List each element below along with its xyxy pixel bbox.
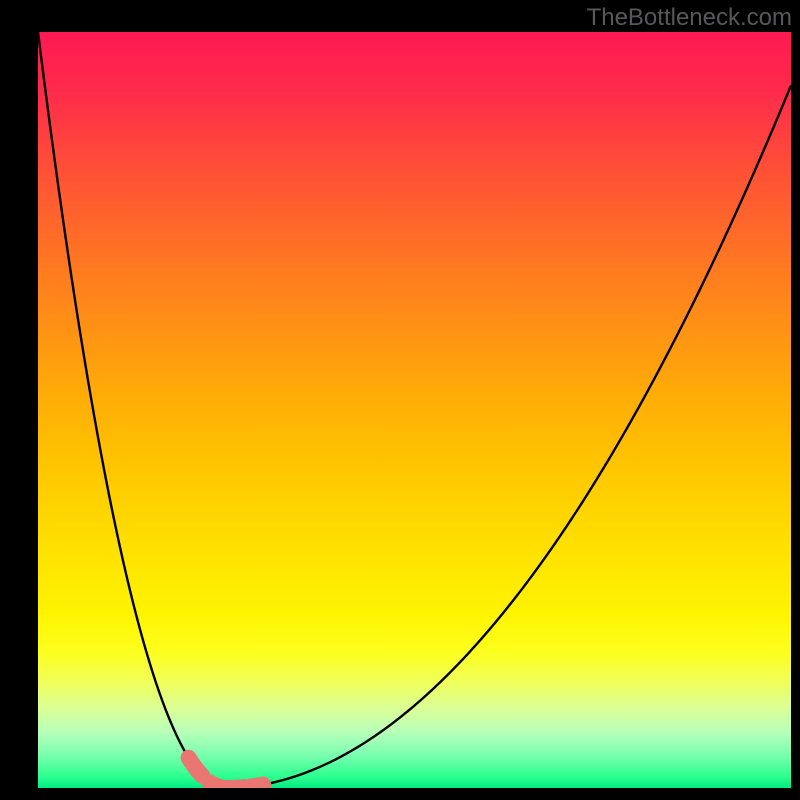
- watermark-label: TheBottleneck.com: [587, 4, 792, 32]
- chart-svg: [38, 32, 791, 788]
- curve-marker-1: [210, 782, 245, 788]
- curve-marker-2: [251, 785, 263, 787]
- bottleneck-chart: [38, 32, 791, 788]
- gradient-background: [38, 32, 791, 788]
- figure-root: TheBottleneck.com: [0, 0, 800, 800]
